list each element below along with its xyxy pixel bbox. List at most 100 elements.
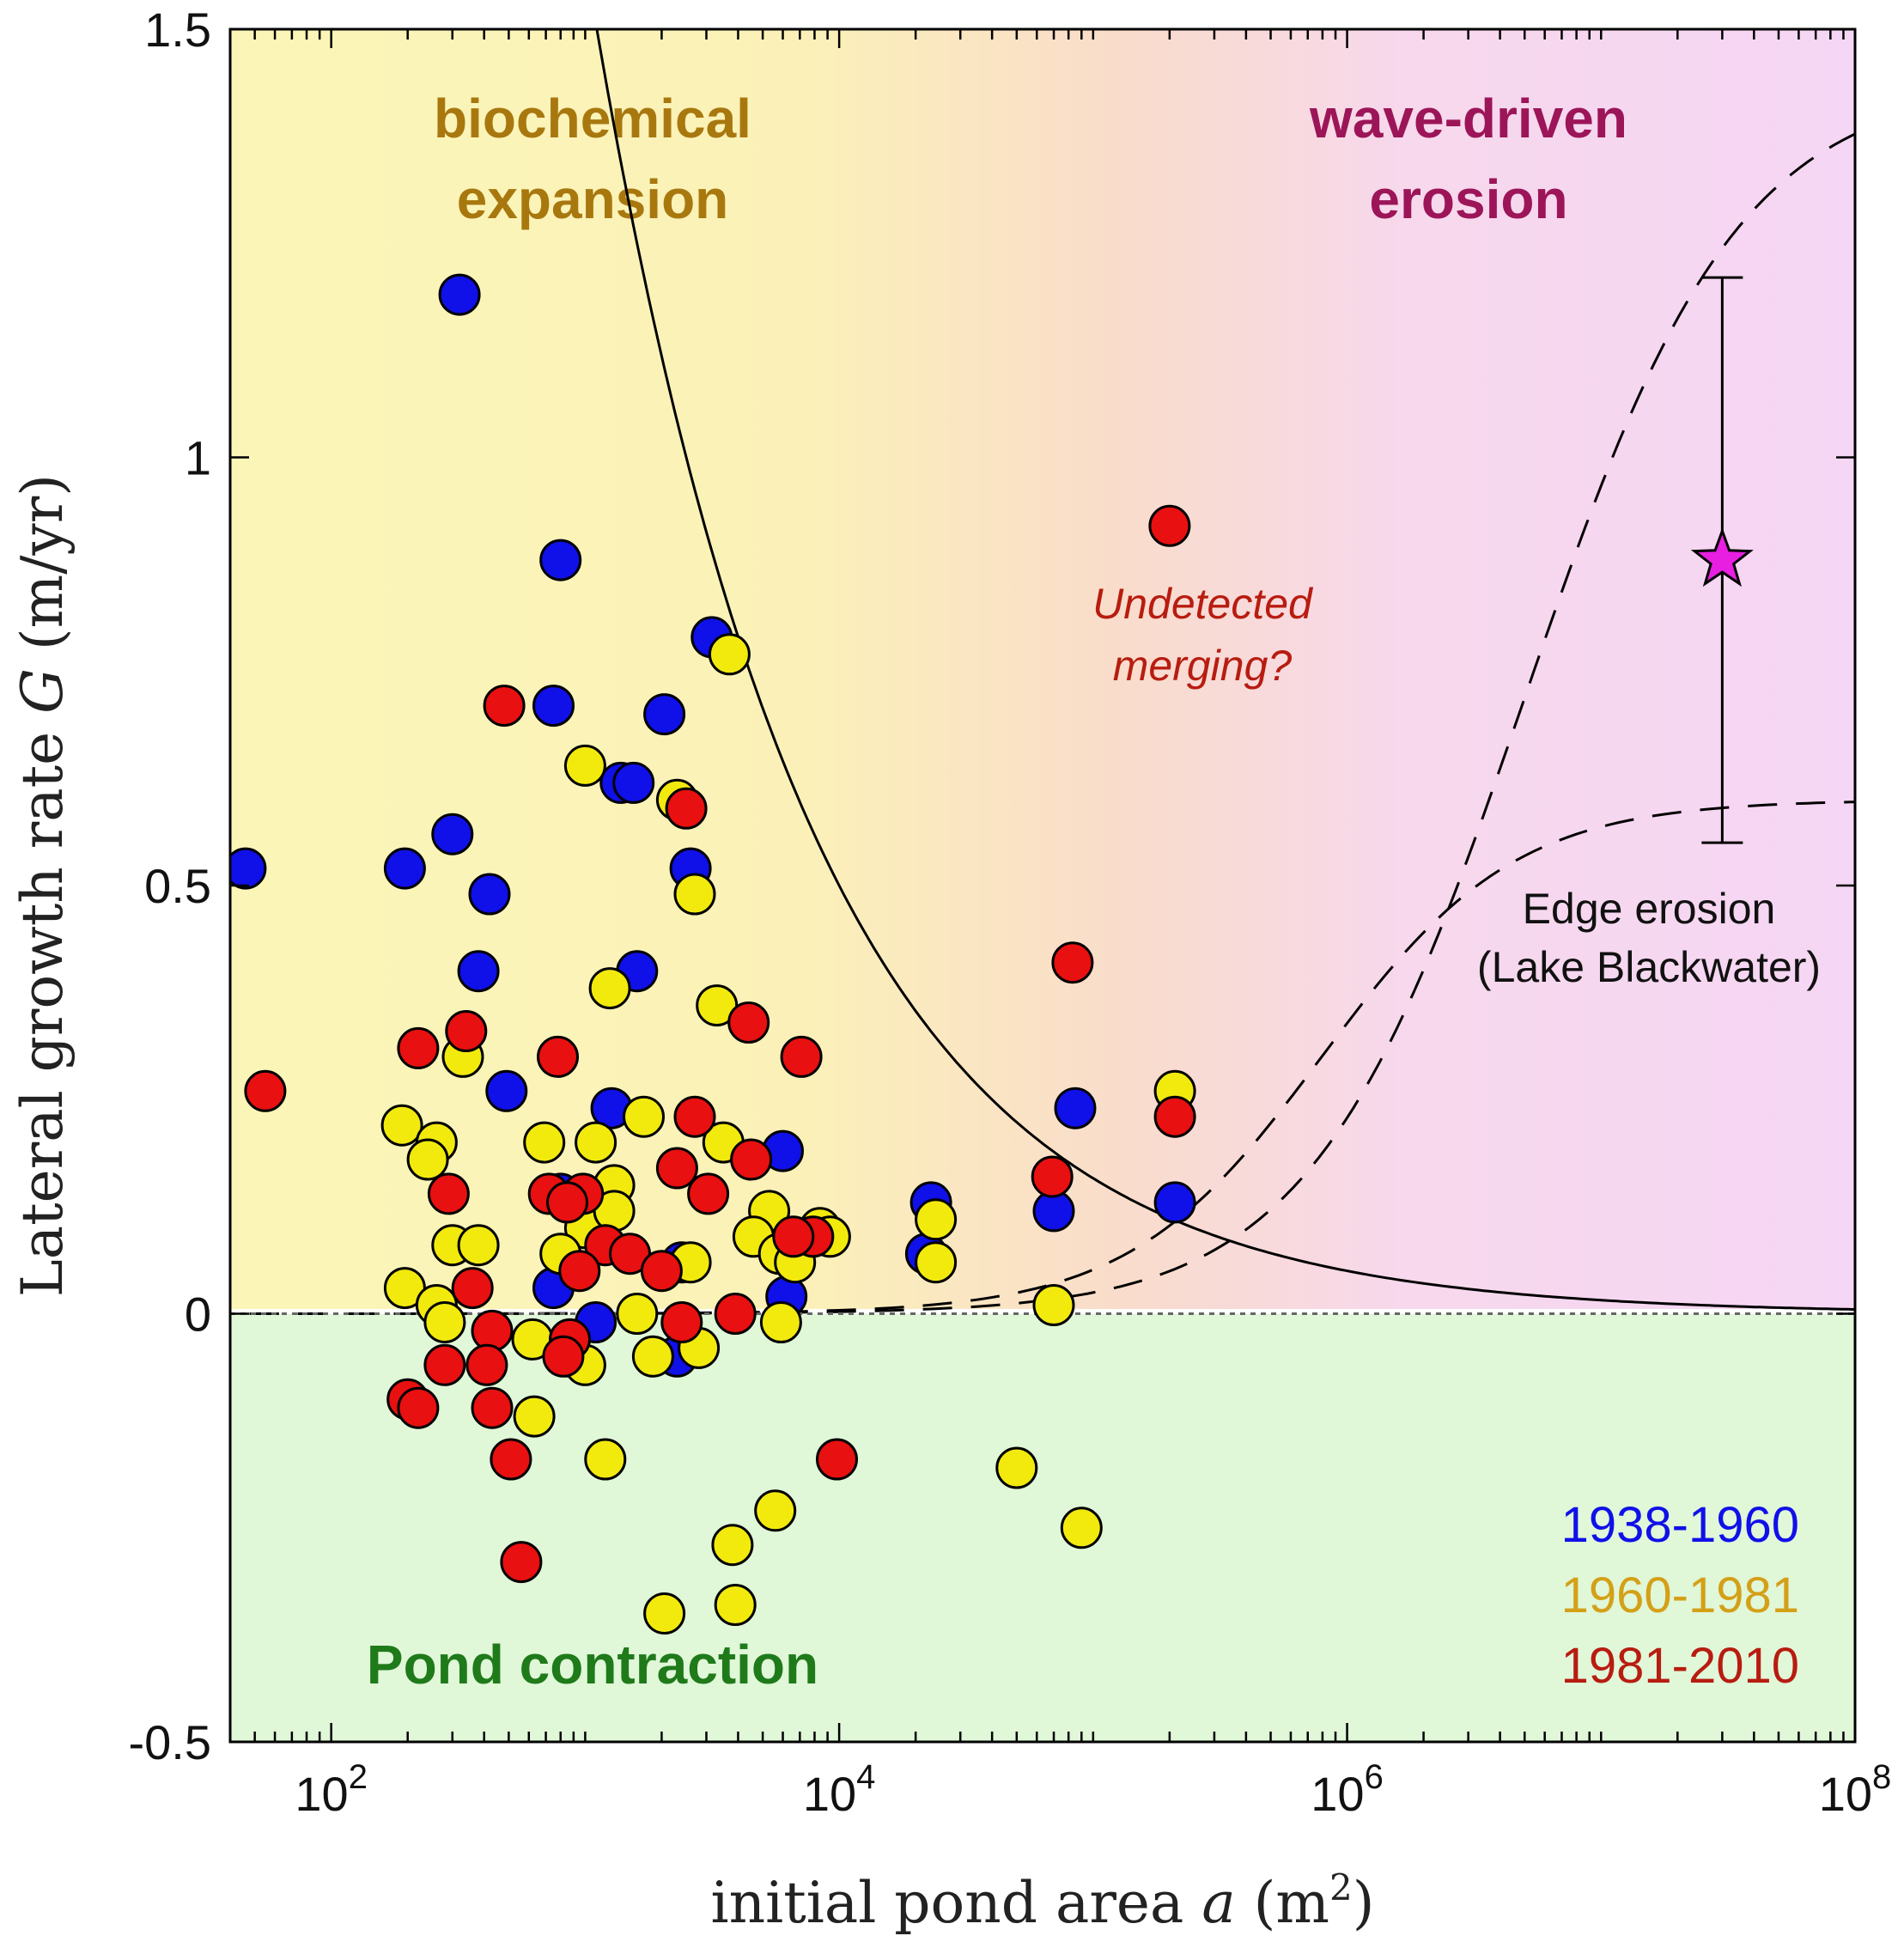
- data-point: [438, 273, 481, 316]
- data-point: [532, 685, 575, 727]
- data-point: [714, 1293, 757, 1335]
- data-point: [673, 1095, 716, 1138]
- data-point: [244, 1069, 287, 1112]
- data-point: [383, 847, 426, 890]
- data-point: [631, 1335, 674, 1378]
- data-point: [1148, 504, 1191, 547]
- data-point: [397, 1026, 440, 1069]
- threshold-curve: [595, 29, 1855, 1312]
- data-points: [230, 273, 1196, 1635]
- y-tick-labels: -0.5 0 0.5 1 1.5: [129, 3, 212, 1769]
- data-point: [1051, 941, 1094, 984]
- data-point: [584, 1438, 627, 1481]
- x-tick-label: 102: [295, 1758, 368, 1821]
- data-point: [1060, 1507, 1103, 1549]
- x-axis-title-text: initial pond area: [711, 1870, 1184, 1936]
- merging-annotation: Undetected: [1092, 580, 1314, 628]
- y-axis-title: Lateral growth rate G (m/yr): [9, 474, 76, 1297]
- data-point: [397, 1386, 440, 1429]
- legend-entry: 1938-1960: [1561, 1497, 1799, 1553]
- data-point: [915, 1198, 958, 1241]
- y-tick-label: 0.5: [144, 859, 211, 913]
- x-axis-var: a: [1201, 1870, 1235, 1936]
- data-point: [468, 873, 511, 916]
- y-axis-title-text: Lateral growth rate: [9, 732, 76, 1297]
- data-point: [427, 1172, 470, 1215]
- data-point: [485, 1069, 528, 1112]
- data-point: [575, 1121, 617, 1164]
- model-dashed-upper: [230, 132, 1855, 1315]
- data-point: [780, 1035, 823, 1078]
- y-tick-label: -0.5: [129, 1715, 212, 1769]
- data-point: [816, 1438, 858, 1481]
- data-point: [655, 1147, 698, 1190]
- contraction-label: Pond contraction: [367, 1634, 818, 1695]
- data-point: [423, 1343, 466, 1386]
- data-point: [451, 1267, 494, 1310]
- data-point: [588, 967, 631, 1010]
- data-point: [423, 1301, 466, 1343]
- data-point: [380, 1104, 423, 1147]
- data-point: [643, 1592, 686, 1635]
- data-point: [612, 761, 655, 804]
- data-point: [660, 1301, 703, 1343]
- axis-ticks: [228, 27, 1855, 1744]
- legend-entry: 1981-2010: [1561, 1638, 1799, 1694]
- x-tick-label: 106: [1311, 1758, 1384, 1821]
- annotations: Undetected merging? Edge erosion (Lake Blac…: [1092, 580, 1821, 991]
- data-point: [640, 1250, 683, 1293]
- y-axis-var: G: [9, 668, 76, 714]
- data-point: [513, 1395, 556, 1438]
- data-point: [445, 1010, 488, 1052]
- data-point: [623, 1095, 665, 1138]
- data-point: [457, 950, 500, 993]
- data-point: [1031, 1155, 1074, 1198]
- data-point: [542, 1335, 585, 1378]
- data-point: [708, 633, 751, 676]
- data-point: [754, 1489, 797, 1532]
- data-point: [995, 1446, 1038, 1489]
- data-point: [563, 744, 606, 787]
- data-point: [537, 1035, 579, 1078]
- x-axis-unit-close: ): [1353, 1870, 1375, 1936]
- edge-erosion-annotation: (Lake Blackwater): [1477, 943, 1821, 991]
- x-tick-label: 104: [803, 1758, 876, 1821]
- data-point: [1032, 1284, 1075, 1326]
- data-point: [759, 1301, 802, 1343]
- merging-annotation: merging?: [1113, 642, 1293, 690]
- y-tick-label: 0: [185, 1288, 211, 1342]
- x-tick-labels: 102 104 106 108: [295, 1758, 1891, 1821]
- data-point: [616, 1293, 659, 1335]
- data-point: [546, 1181, 588, 1224]
- x-axis-title: initial pond area a (m2): [711, 1866, 1375, 1936]
- data-point: [406, 1138, 449, 1181]
- region-labels: biochemical expansion wave-driven erosion Po…: [367, 88, 1627, 1695]
- data-point: [772, 1215, 815, 1258]
- biochemical-label: biochemical: [434, 88, 751, 149]
- data-point: [727, 1001, 770, 1044]
- biochemical-label: expansion: [457, 168, 729, 230]
- data-point: [523, 1121, 566, 1164]
- x-tick-label: 108: [1819, 1758, 1892, 1821]
- data-point: [730, 1138, 773, 1181]
- data-point: [1054, 1087, 1097, 1129]
- y-axis-unit: (m/yr): [9, 474, 76, 650]
- x-axis-unit-sup: 2: [1329, 1866, 1353, 1909]
- contraction-background: [230, 1313, 1855, 1742]
- data-point: [1153, 1095, 1196, 1138]
- data-point: [457, 1224, 500, 1267]
- x-axis-unit: (m: [1254, 1870, 1329, 1936]
- data-point: [915, 1241, 958, 1284]
- blackwater-errorbar: [1690, 276, 1754, 844]
- wave-label: erosion: [1369, 168, 1567, 230]
- data-point: [714, 1584, 757, 1626]
- star-marker-icon: [1690, 527, 1754, 587]
- y-tick-label: 1.5: [144, 3, 211, 57]
- data-point: [230, 847, 267, 890]
- data-point: [500, 1541, 543, 1584]
- data-point: [687, 1172, 730, 1215]
- model-dashed-lower: [230, 801, 1855, 1315]
- legend-entry: 1960-1981: [1561, 1568, 1799, 1623]
- data-point: [539, 539, 582, 581]
